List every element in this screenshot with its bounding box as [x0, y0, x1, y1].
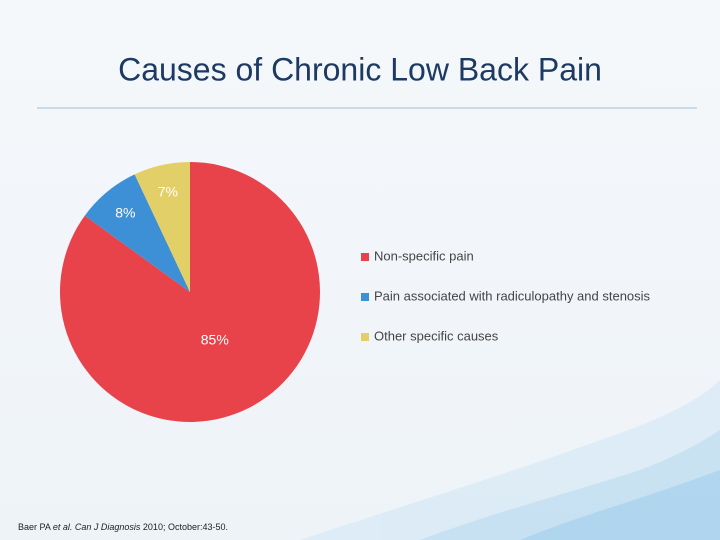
footnote-part: 2010; October:43-50. — [140, 522, 228, 532]
legend: Non-specific pain Pain associated with ra… — [361, 248, 651, 343]
footnote: Baer PA et al. Can J Diagnosis 2010; Oct… — [18, 522, 228, 532]
footnote-part: et al. — [53, 522, 73, 532]
legend-label: Pain associated with radiculopathy and s… — [374, 288, 651, 303]
title: Causes of Chronic Low Back Pain — [118, 51, 602, 87]
pie-slice — [59, 162, 320, 422]
legend-label: Other specific causes — [374, 328, 499, 343]
legend-swatch — [361, 333, 369, 341]
slice-label: 85% — [201, 331, 229, 347]
slice-label: 8% — [115, 205, 135, 221]
legend-swatch — [361, 293, 369, 301]
slice-label: 7% — [158, 184, 178, 200]
footnote-part: Can J Diagnosis — [72, 522, 141, 532]
legend-swatch — [361, 253, 369, 261]
legend-label: Non-specific pain — [374, 248, 474, 263]
pie: 85% 8% 7% — [59, 162, 320, 422]
pie-slice — [84, 174, 190, 292]
footnote-part: Baer PA — [18, 522, 53, 532]
watercolor — [300, 380, 720, 540]
pie-slice — [134, 162, 190, 292]
